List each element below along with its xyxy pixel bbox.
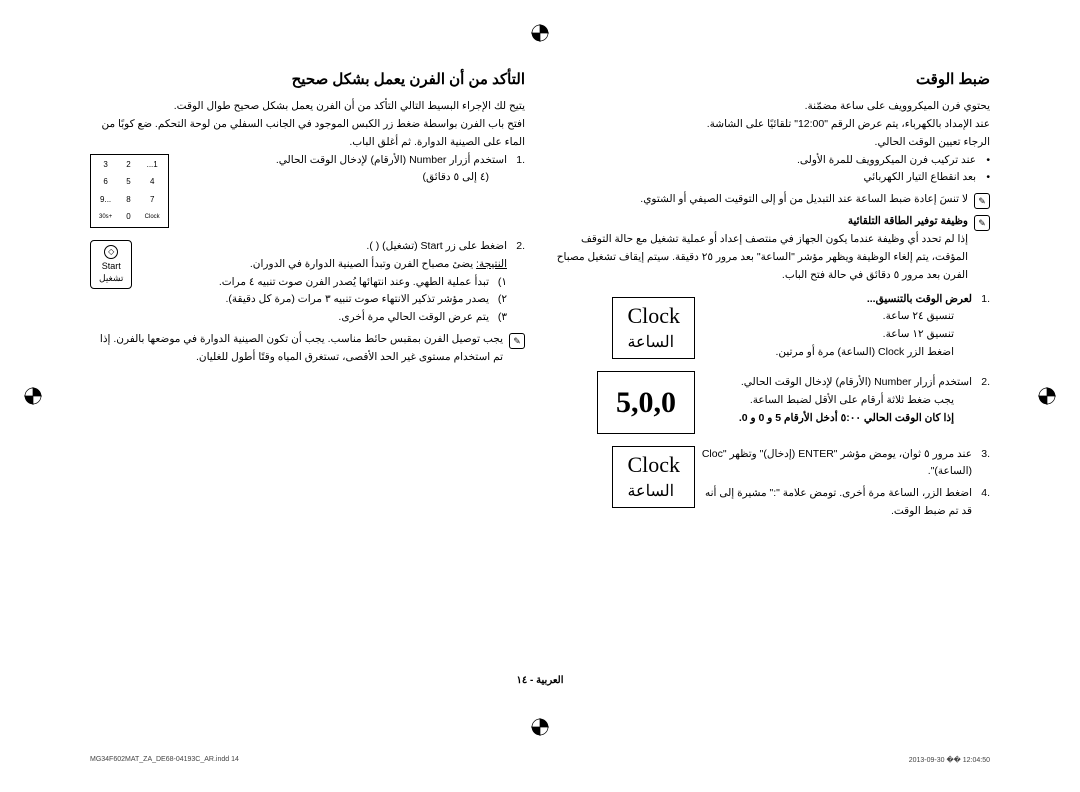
result-2: ٢)يصدر مؤشر تذكير الانتهاء صوت تنبيه ٣ م… <box>90 291 507 309</box>
right-column: التأكد من أن الفرن يعمل بشكل صحيح يتيح ل… <box>90 70 525 525</box>
auto-heading: وظيفة توفير الطاقة التلقائية <box>848 215 968 227</box>
footer: MG34F602MAT_ZA_DE68-04193C_AR.indd 14 20… <box>90 752 990 764</box>
step-2: ◇ Start تشغيل اضغط على زر Start (تشغيل) … <box>90 238 525 327</box>
lstep-4: اضغط الزر، الساعة مرة أخرى. تومض علامة "… <box>555 485 990 521</box>
intro-2: افتح باب الفرن بواسطة ضغط زر الكبس الموج… <box>90 116 525 152</box>
bullet-1: عند تركيب فرن الميكروويف للمرة الأولى. <box>555 152 990 170</box>
result-1: ١)تبدأ عملية الطهي. وعند انتهائها يُصدر … <box>90 274 507 292</box>
intro-1: يتيح لك الإجراء البسيط التالي التأكد من … <box>90 98 525 116</box>
note-dst: ✎ لا تنسَ إعادة ضبط الساعة عند التبديل م… <box>555 191 990 209</box>
result-label: النتيجة: <box>476 258 507 270</box>
page-number: العربية - ١٤ <box>90 675 990 686</box>
auto-text: إذا لم تحدد أي وظيفة عندما يكون الجهاز ف… <box>557 233 968 281</box>
bullet-2: بعد انقطاع التيار الكهربائي <box>555 169 990 187</box>
note-icon: ✎ <box>974 215 990 231</box>
p2: عند الإمداد بالكهرباء، يتم عرض الرقم "12… <box>555 116 990 134</box>
heading-clock: ضبط الوقت <box>555 70 990 88</box>
step-1: 1...23 456 78...9 Clock0+30s استخدم أزرا… <box>90 152 525 234</box>
crop-mark-right <box>1038 387 1056 405</box>
crop-mark-bottom <box>531 718 549 736</box>
result-text: يضئ مصباح الفرن وتبدأ الصينية الدوارة في… <box>250 258 473 270</box>
lstep-1: لعرض الوقت بالتنسيق... تنسيق ٢٤ ساعة. تن… <box>555 291 990 362</box>
note-auto-power: ✎ وظيفة توفير الطاقة التلقائية إذا لم تح… <box>555 213 990 284</box>
left-column: ضبط الوقت يحتوي فرن الميكروويف على ساعة … <box>555 70 990 525</box>
keypad-diagram: 1...23 456 78...9 Clock0+30s <box>90 154 169 228</box>
footer-file: MG34F602MAT_ZA_DE68-04193C_AR.indd 14 <box>90 756 239 764</box>
lstep-3: عند مرور ٥ ثوان، يومض مؤشر "ENTER (إدخال… <box>555 446 990 482</box>
start-circle-icon: ◇ <box>104 245 118 259</box>
step-1-text: استخدم أزرار Number (الأرقام) لإدخال الو… <box>276 154 507 166</box>
p1: يحتوي فرن الميكروويف على ساعة مضمّنة. <box>555 98 990 116</box>
note-plug: ✎ يجب توصيل الفرن بمقبس حائط مناسب. يجب … <box>90 331 525 367</box>
footer-date: 2013-09-30 �� 12:04:50 <box>909 756 990 764</box>
result-3: ٣)يتم عرض الوقت الحالي مرة أخرى. <box>90 309 507 327</box>
note-icon: ✎ <box>974 193 990 209</box>
heading-oven-check: التأكد من أن الفرن يعمل بشكل صحيح <box>90 70 525 88</box>
crop-mark-top <box>531 24 549 42</box>
note-icon: ✎ <box>509 333 525 349</box>
step-2-text: اضغط على زر Start (تشغيل) ( ). <box>366 240 507 252</box>
p3: الرجاء تعيين الوقت الحالي. <box>555 134 990 152</box>
lstep-2: استخدم أزرار Number (الأرقام) لإدخال الو… <box>555 374 990 428</box>
crop-mark-left <box>24 387 42 405</box>
